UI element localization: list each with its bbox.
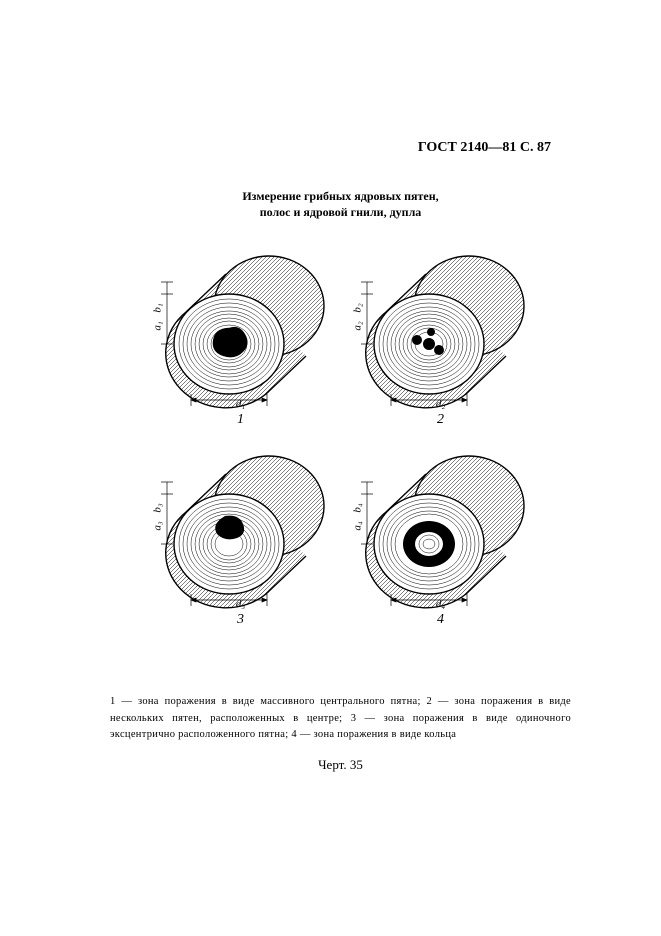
figure-label: Черт. 35: [110, 757, 571, 773]
dim-b-2: b₂: [351, 304, 363, 313]
dim-left-3: b₃ a₃: [153, 496, 162, 538]
dim-left-4: b₄ a₄: [353, 496, 362, 538]
diagram-number-4: 4: [437, 612, 444, 628]
page: ГОСТ 2140—81 С. 87 Измерение грибных ядр…: [0, 0, 661, 936]
log-svg-3: [151, 444, 331, 614]
dim-a-3: a₃: [151, 522, 163, 531]
dim-left-2: b₂ a₂: [353, 296, 362, 338]
log-svg-2: [351, 244, 531, 414]
legend-text: 1 — зона поражения в виде массивного цен…: [110, 694, 571, 743]
log-diagram-1: d₁ b₁ a₁ 1: [151, 244, 331, 424]
title-line-1: Измерение грибных ядровых пятен,: [110, 188, 571, 204]
dim-a-2: a₂: [351, 322, 363, 331]
dim-a-4: a₄: [351, 522, 363, 531]
log-svg-1: [151, 244, 331, 414]
log-svg-4: [351, 444, 531, 614]
title-line-2: полос и ядровой гнили, дупла: [110, 204, 571, 220]
dim-b-4: b₄: [351, 504, 363, 513]
dim-b-3: b₃: [151, 504, 163, 513]
diagram-number-1: 1: [237, 412, 244, 428]
diagram-number-3: 3: [237, 612, 244, 628]
dim-d-3: d₃: [236, 598, 245, 610]
log-diagram-2: d₂ b₂ a₂ 2: [351, 244, 531, 424]
standard-code: ГОСТ 2140—81 С. 87: [418, 140, 551, 156]
figure-title: Измерение грибных ядровых пятен, полос и…: [110, 188, 571, 220]
diagram-number-2: 2: [437, 412, 444, 428]
dim-d-4: d₄: [436, 598, 445, 610]
dim-b-1: b₁: [151, 304, 163, 313]
dim-left-1: b₁ a₁: [153, 296, 162, 338]
dim-d-1: d₁: [236, 398, 245, 410]
figure-area: d₁ b₁ a₁ 1: [151, 244, 531, 624]
log-diagram-4: d₄ b₄ a₄ 4: [351, 444, 531, 624]
log-diagram-3: d₃ b₃ a₃ 3: [151, 444, 331, 624]
dim-d-2: d₂: [436, 398, 445, 410]
dim-a-1: a₁: [151, 322, 163, 331]
